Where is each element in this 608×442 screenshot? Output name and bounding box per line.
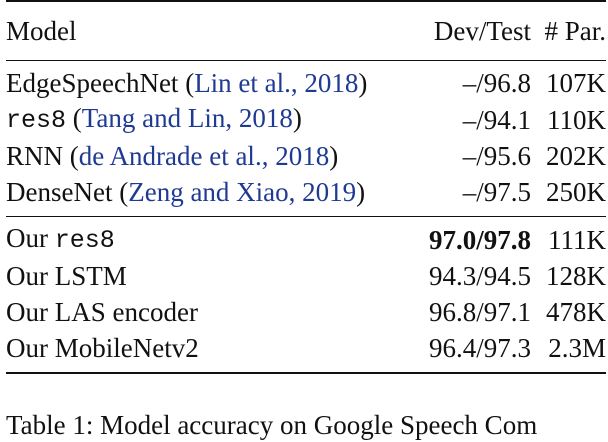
- header-row: Model Dev/Test # Par.: [6, 2, 606, 60]
- model-cell: Our res8: [6, 217, 416, 258]
- model-name: MobileNetv2: [54, 333, 199, 363]
- model-name: LAS encoder: [54, 297, 198, 327]
- table-caption: Table 1: Model accuracy on Google Speech…: [6, 410, 538, 440]
- citation-link[interactable]: Zeng and Xiao, 2019: [128, 177, 357, 207]
- dev-test-cell: –/97.5: [462, 177, 531, 207]
- table-row: DenseNet (Zeng and Xiao, 2019) –/97.5 25…: [6, 174, 606, 210]
- our-rows: Our res8 97.0/97.8 111K Our LSTM 94.3/94…: [6, 217, 606, 366]
- dev-test-cell: 96.8/97.1: [428, 297, 531, 327]
- dev-test-cell: –/95.6: [462, 141, 531, 171]
- bottom-rule: [6, 372, 606, 374]
- results-table: Model Dev/Test # Par. EdgeSpeechNet (Lin…: [6, 0, 606, 374]
- dev-test-cell: –/94.1: [462, 104, 531, 135]
- model-cell: DenseNet (Zeng and Xiao, 2019): [6, 177, 366, 207]
- model-name-mono: res8: [6, 106, 67, 135]
- table-row: Our res8 97.0/97.8 111K: [6, 217, 606, 258]
- model-name: DenseNet: [6, 177, 113, 207]
- model-name: RNN: [6, 141, 64, 171]
- params-cell: 478K: [546, 297, 606, 327]
- model-cell: Our LAS encoder: [6, 294, 416, 330]
- params-cell: 110K: [547, 104, 606, 135]
- citation-link[interactable]: de Andrade et al., 2018: [78, 141, 330, 171]
- model-prefix: Our: [6, 261, 48, 291]
- dev-test-cell: 96.4/97.3: [428, 333, 531, 363]
- section-rule: [6, 216, 606, 217]
- dev-test-cell: –/96.8: [462, 68, 531, 98]
- model-cell: Our MobileNetv2: [6, 330, 416, 366]
- model-prefix: Our: [6, 297, 48, 327]
- header-params: # Par.: [544, 16, 606, 46]
- top-rule: [6, 0, 606, 2]
- model-cell: EdgeSpeechNet (Lin et al., 2018): [6, 68, 368, 98]
- model-cell: RNN (de Andrade et al., 2018): [6, 141, 339, 171]
- params-cell: 111K: [548, 224, 606, 255]
- header-rule: [6, 60, 606, 61]
- model-name: EdgeSpeechNet: [6, 68, 179, 98]
- table-row: Our LAS encoder 96.8/97.1 478K: [6, 294, 606, 330]
- params-cell: 128K: [546, 261, 606, 291]
- table-row: res8 (Tang and Lin, 2018) –/94.1 110K: [6, 101, 606, 138]
- model-cell: res8 (Tang and Lin, 2018): [6, 103, 302, 135]
- params-cell: 2.3M: [548, 333, 606, 363]
- table-row: EdgeSpeechNet (Lin et al., 2018) –/96.8 …: [6, 61, 606, 101]
- model-name: LSTM: [54, 261, 127, 291]
- params-cell: 250K: [546, 177, 606, 207]
- params-cell: 202K: [546, 141, 606, 171]
- model-cell: Our LSTM: [6, 258, 416, 294]
- citation-link[interactable]: Tang and Lin, 2018: [81, 103, 293, 133]
- table-row: Our LSTM 94.3/94.5 128K: [6, 258, 606, 294]
- dev-test-cell-best: 97.0/97.8: [428, 224, 531, 255]
- model-prefix: Our: [6, 333, 48, 363]
- header-model: Model: [6, 16, 77, 46]
- params-cell: 107K: [546, 68, 606, 98]
- dev-test-cell: 94.3/94.5: [428, 261, 531, 291]
- model-prefix: Our: [6, 223, 48, 253]
- citation-link[interactable]: Lin et al., 2018: [194, 68, 359, 98]
- table-body: Model Dev/Test # Par.: [6, 2, 606, 60]
- table-row: RNN (de Andrade et al., 2018) –/95.6 202…: [6, 138, 606, 174]
- table-row: Our MobileNetv2 96.4/97.3 2.3M: [6, 330, 606, 366]
- baseline-rows: EdgeSpeechNet (Lin et al., 2018) –/96.8 …: [6, 61, 606, 210]
- model-name-mono: res8: [54, 226, 115, 255]
- header-dev-test: Dev/Test: [433, 16, 531, 46]
